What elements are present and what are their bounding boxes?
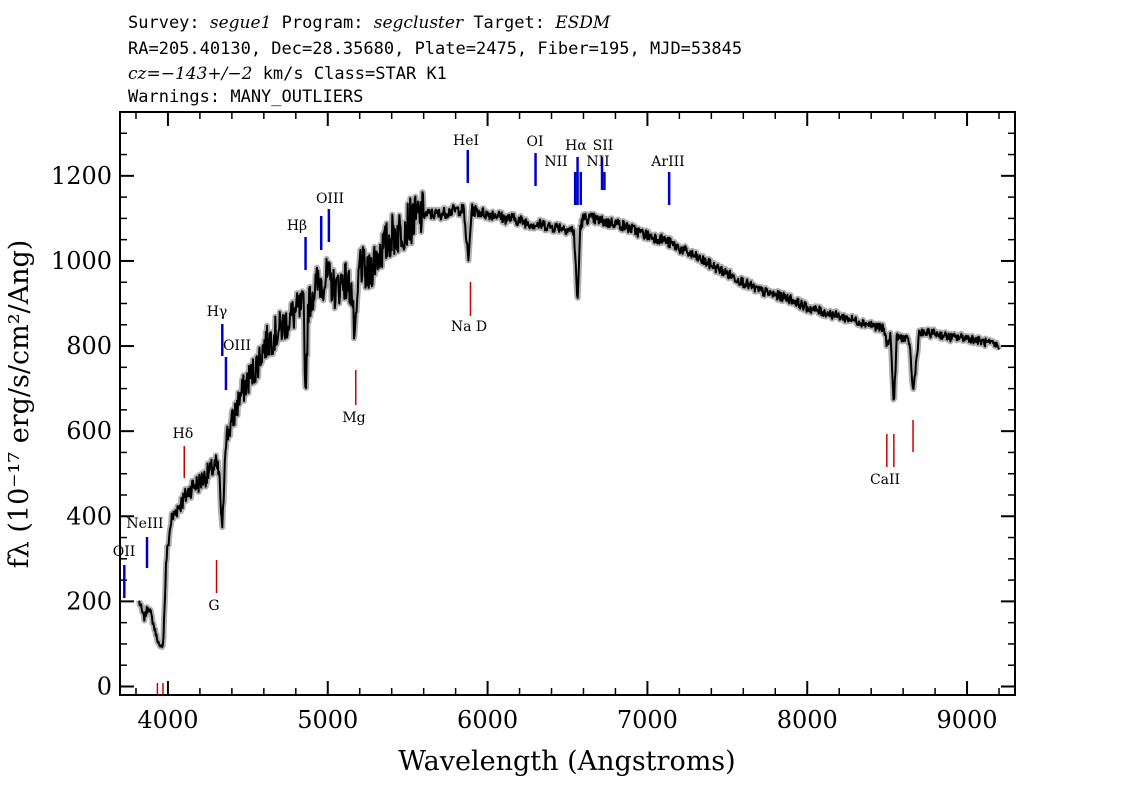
line-marker-label: Hβ [287,218,307,234]
x-tick-label: 5000 [297,706,358,734]
line-marker-label: Hγ [207,304,228,320]
y-tick-label: 200 [66,587,112,615]
spectrum-series [136,189,1002,651]
x-tick-label: 9000 [937,706,998,734]
line-marker-label: OI [526,134,543,150]
line-marker-label: Na D [451,319,487,335]
y-tick-label: 0 [97,672,112,700]
y-tick-label: 1200 [51,162,112,190]
y-tick-label: 1000 [51,247,112,275]
line-marker-label: Mg [342,410,365,426]
axis-tick-labels: 4000 5000 6000 7000 8000 9000 0 200 400 600 800 100… [51,162,998,734]
line-marker-label: CaII [870,472,900,488]
y-tick-label: 400 [66,502,112,530]
x-tick-label: 6000 [457,706,518,734]
error-band [136,189,1002,651]
line-marker-label: NII [586,154,609,170]
header-line-2: RA=205.40130, Dec=28.35680, Plate=2475, … [128,39,742,59]
line-marker-label: NII [544,154,567,170]
header-line-4: Warnings: MANY_OUTLIERS [128,87,363,107]
line-marker-label: ArIII [650,154,684,170]
line-marker-label: NeIII [126,516,163,532]
header-line-1: Survey: segue1 Program: segcluster Targe… [128,13,611,33]
plot-frame [119,111,1016,696]
flux-line [138,191,1000,649]
y-tick-label: 600 [66,417,112,445]
line-marker-label: Hδ [173,426,194,442]
header-line-3: cz=−143+/−2 km/s Class=STAR K1 [128,64,447,84]
line-marker-label: Hα [565,138,587,154]
x-axis-title: Wavelength (Angstroms) [398,746,735,777]
y-axis-title: fλ (10⁻¹⁷ erg/s/cm²/Ang) [4,240,35,569]
axis-ticks [120,112,1015,695]
x-tick-label: 4000 [137,706,198,734]
line-marker-label: OIII [223,338,251,354]
line-marker-label: G [208,598,219,614]
x-tick-label: 8000 [777,706,838,734]
line-marker-label: HeI [453,133,479,149]
line-marker-label: SII [593,138,614,154]
y-tick-label: 800 [66,332,112,360]
x-tick-label: 7000 [617,706,678,734]
line-marker-label: OIII [316,191,344,207]
line-marker-label: OII [113,544,136,560]
